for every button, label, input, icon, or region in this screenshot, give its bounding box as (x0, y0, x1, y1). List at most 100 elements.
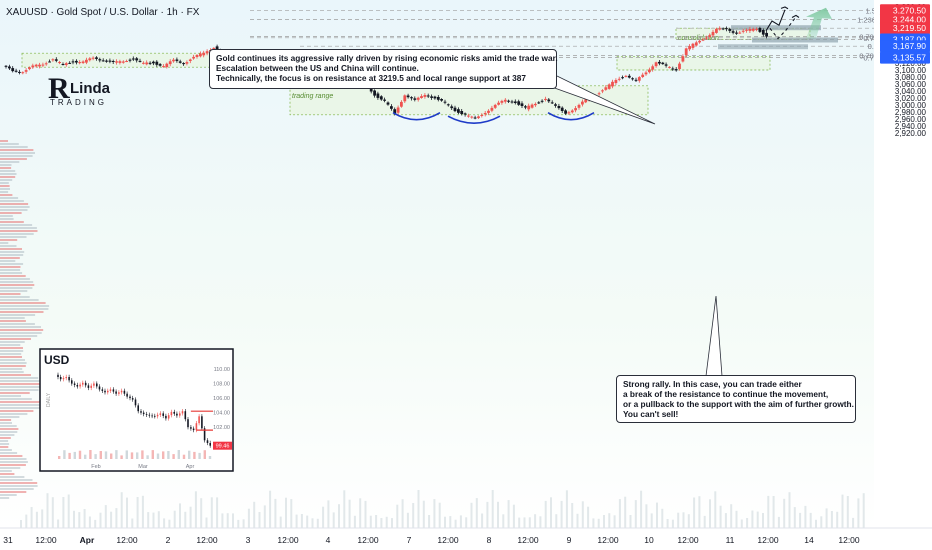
volume-profile-bar (0, 209, 28, 211)
volume-bar (126, 497, 128, 528)
volume-profile-bar (0, 224, 33, 226)
top-analysis-note[interactable]: Gold continues its aggressive rally driv… (209, 49, 558, 89)
volume-bar (25, 514, 28, 528)
volume-profile-bar (0, 368, 23, 370)
volume-bar (550, 497, 552, 528)
volume-bar (136, 497, 139, 528)
volume-bar (120, 492, 123, 528)
growth-arrow (806, 7, 832, 39)
volume-profile-bar (0, 344, 21, 346)
y-tick-label: 2,920.00 (895, 129, 927, 138)
inset-volume (172, 454, 175, 459)
bottom-arc (392, 112, 441, 121)
volume-profile-bar (0, 182, 9, 184)
inset-candle-body (79, 384, 81, 387)
volume-profile-bar (0, 437, 11, 439)
volume-profile-bar (0, 314, 36, 316)
volume-bar (30, 507, 33, 528)
volume-profile-bar (0, 260, 16, 262)
volume-bar (581, 501, 584, 528)
logo-tagline: TRADING (50, 98, 107, 107)
candle-body (101, 60, 105, 62)
volume-profile-bar (0, 494, 17, 496)
volume-bar (88, 516, 91, 528)
candle-body (88, 58, 92, 61)
candle-body (691, 43, 695, 48)
volume-bar (179, 503, 181, 528)
candle-body (467, 115, 470, 117)
volume-bar (592, 518, 595, 528)
candle-body (145, 62, 149, 65)
candle-body (607, 84, 611, 89)
candle-body (497, 102, 500, 105)
inset-candle-body (162, 413, 164, 416)
inset-tick: 104.00 (213, 411, 230, 417)
volume-profile-bar (0, 458, 27, 460)
inset-candle-body (71, 380, 73, 384)
volume-profile-bar (0, 164, 12, 166)
x-tick-label: 12:00 (196, 535, 218, 545)
y-tick-label: 2,980.00 (895, 108, 927, 117)
volume-bar (613, 515, 616, 528)
candle-body (540, 100, 544, 102)
projection-breakout-arrow (765, 9, 786, 32)
volume-bar (618, 499, 621, 528)
candle-body (483, 113, 487, 115)
candle-body (701, 39, 705, 41)
candle-body (138, 60, 142, 62)
candle-body (31, 65, 35, 68)
volume-profile-bar (0, 266, 21, 268)
bottom-analysis-note[interactable]: Strong rally. In this case, you can trad… (616, 375, 856, 423)
candle-body (95, 57, 98, 59)
candle-body (85, 59, 88, 63)
note-line: Escalation between the US and China will… (216, 63, 419, 73)
candle-body (131, 58, 135, 60)
volume-bar (163, 518, 166, 528)
inset-volume (73, 451, 76, 459)
volume-profile-bar (0, 317, 25, 319)
zone-label: consolidation (678, 35, 719, 42)
volume-bar (338, 504, 340, 528)
volume-bar (385, 516, 388, 528)
volume-bar (486, 501, 489, 528)
candle-body (410, 97, 413, 99)
volume-bar (285, 497, 287, 528)
candle-body (430, 96, 433, 98)
candle-body (111, 61, 115, 62)
volume-profile-bar (0, 206, 30, 208)
volume-profile-bar (0, 299, 39, 301)
inset-candle-body (151, 415, 153, 417)
candle-body (581, 101, 584, 105)
candle-body (21, 72, 25, 74)
volume-bar (772, 496, 775, 528)
candle-body (396, 107, 400, 113)
x-tick-label: 3 (246, 535, 251, 545)
volume-bar (67, 494, 70, 528)
volume-bar (650, 513, 653, 528)
candle-body (661, 62, 665, 65)
candle-body (34, 64, 38, 67)
volume-bar (454, 519, 457, 528)
candle-body (688, 46, 691, 50)
candle-body (470, 116, 474, 118)
bottom-arc (547, 112, 595, 121)
volume-profile-bar (0, 290, 28, 292)
inset-candle-body (165, 415, 167, 419)
volume-bar (438, 502, 441, 528)
volume-profile-bar (0, 485, 38, 487)
inset-volume (162, 451, 165, 459)
volume-bar (200, 498, 203, 528)
inset-candle-body (179, 413, 181, 416)
volume-bar (544, 500, 547, 528)
candle-body (28, 67, 31, 70)
x-tick-label: 12:00 (517, 535, 539, 545)
level-badge-label: 3,270.50 (893, 5, 926, 15)
volume-bar (634, 500, 637, 528)
volume-bar (767, 495, 770, 528)
volume-bar (173, 510, 176, 528)
inset-last-badge (213, 441, 232, 450)
inset-volume (110, 453, 113, 459)
volume-bar (597, 518, 600, 528)
candle-body (400, 101, 403, 107)
